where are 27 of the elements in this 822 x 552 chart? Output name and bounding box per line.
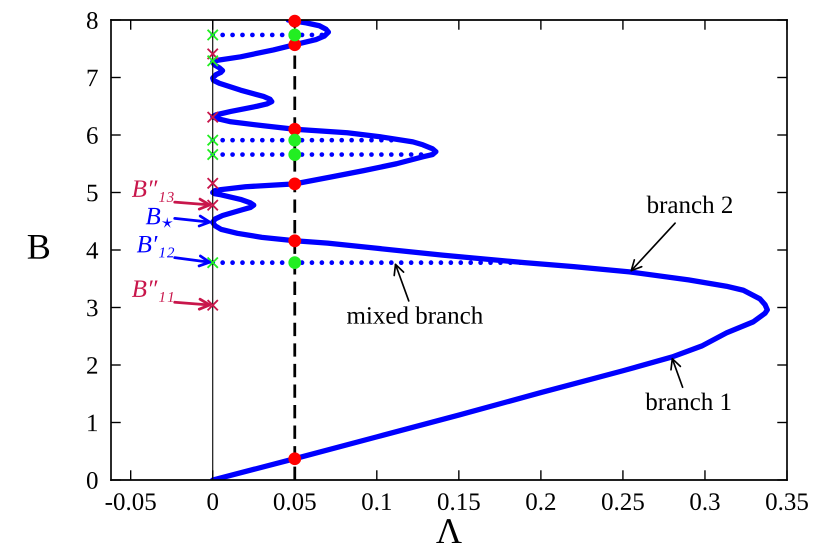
x-tick-label: 0.3: [690, 493, 720, 510]
y-tick-label: 1: [88, 414, 97, 432]
y-tick-label: 6: [87, 127, 98, 144]
y-tick-label: 2: [87, 357, 98, 374]
annotation: branch 1: [645, 392, 731, 410]
annotation: B$_{⋆}$: [146, 208, 173, 228]
x-axis-title: Λ: [436, 519, 462, 544]
x-tick-label: 0.15: [438, 493, 480, 510]
x-tick-label: 0.25: [602, 493, 644, 510]
y-tick-label: 8: [86, 12, 98, 29]
annotation: B′₁₂: [136, 236, 174, 258]
annotation: mixed branch: [347, 306, 483, 324]
y-tick-label: 5: [87, 184, 98, 202]
annotation: B″₁₁: [132, 280, 174, 302]
x-tick-label: 0: [207, 493, 218, 510]
x-tick-label: 0.2: [526, 493, 556, 510]
y-axis-title: B: [28, 235, 50, 259]
y-tick-label: 7: [88, 70, 98, 86]
y-tick-label: 0: [86, 472, 98, 489]
x-tick-label: 0.35: [766, 493, 808, 510]
annotation: B″₁₃: [132, 180, 174, 202]
x-tick-label: 0.05: [274, 493, 316, 510]
y-tick-label: 3: [87, 300, 98, 316]
x-tick-label: 0.1: [362, 493, 391, 510]
x-tick-label: -0.05: [106, 493, 156, 510]
y-tick-label: 4: [86, 242, 98, 259]
annotation: branch 2: [646, 196, 732, 214]
